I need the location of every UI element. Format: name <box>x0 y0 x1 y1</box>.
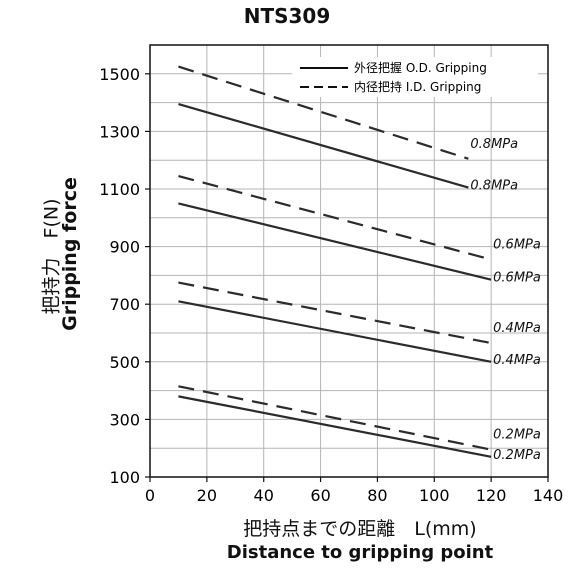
series-label-5: 0.4MPa <box>493 353 541 368</box>
series-line-0 <box>178 65 469 160</box>
x-tick-label: 80 <box>367 486 387 505</box>
legend: 外径把握 O.D. Gripping 内径把持 I.D. Gripping <box>292 57 538 97</box>
series-line-4 <box>178 281 492 345</box>
grid-lines <box>150 45 548 477</box>
x-tick-label: 60 <box>310 486 330 505</box>
y-tick-label: 100 <box>109 468 140 487</box>
series-label-2: 0.6MPa <box>493 238 541 253</box>
legend-dashed-label: 内径把持 I.D. Gripping <box>354 79 481 94</box>
series-line-7 <box>178 395 492 458</box>
y-axis-label-en: Gripping force <box>59 177 81 331</box>
x-tick-label: 140 <box>533 486 564 505</box>
series-line-6 <box>178 385 492 451</box>
y-tick-label: 1100 <box>99 180 140 199</box>
x-tick-label: 20 <box>197 486 217 505</box>
series-line-3 <box>178 202 492 281</box>
y-tick-label: 700 <box>109 295 140 314</box>
series-lines <box>178 65 492 458</box>
chart-title: NTS309 <box>243 4 331 28</box>
y-tick-label: 500 <box>109 353 140 372</box>
series-label-6: 0.2MPa <box>493 428 541 443</box>
series-label-7: 0.2MPa <box>493 448 541 463</box>
series-labels: 0.8MPa 0.8MPa 0.6MPa 0.6MPa 0.4MPa 0.4MPa 0.2M… <box>470 137 540 463</box>
legend-solid-label: 外径把握 O.D. Gripping <box>354 60 487 75</box>
series-line-5 <box>178 300 492 363</box>
plot-frame <box>149 44 549 478</box>
series-line-1 <box>178 102 469 189</box>
axis-ticks: 0 20 40 60 80 100 120 140 100 300 500 700 900 1100 130… <box>99 65 563 505</box>
x-tick-label: 40 <box>254 486 274 505</box>
series-label-0: 0.8MPa <box>470 137 518 152</box>
series-line-2 <box>178 174 492 261</box>
x-axis-label-en: Distance to gripping point <box>226 542 494 563</box>
legend-box <box>292 57 538 97</box>
x-tick-label: 0 <box>145 486 155 505</box>
y-tick-label: 900 <box>109 238 140 257</box>
series-label-1: 0.8MPa <box>470 179 518 194</box>
x-tick-label: 120 <box>476 486 507 505</box>
series-label-4: 0.4MPa <box>493 321 541 336</box>
x-tick-label: 100 <box>419 486 450 505</box>
series-label-3: 0.6MPa <box>493 271 541 286</box>
y-tick-label: 300 <box>109 410 140 429</box>
y-tick-label: 1500 <box>99 65 140 84</box>
x-axis-label-jp: 把持点までの距離 L(mm) <box>243 518 477 540</box>
y-tick-label: 1300 <box>99 122 140 141</box>
